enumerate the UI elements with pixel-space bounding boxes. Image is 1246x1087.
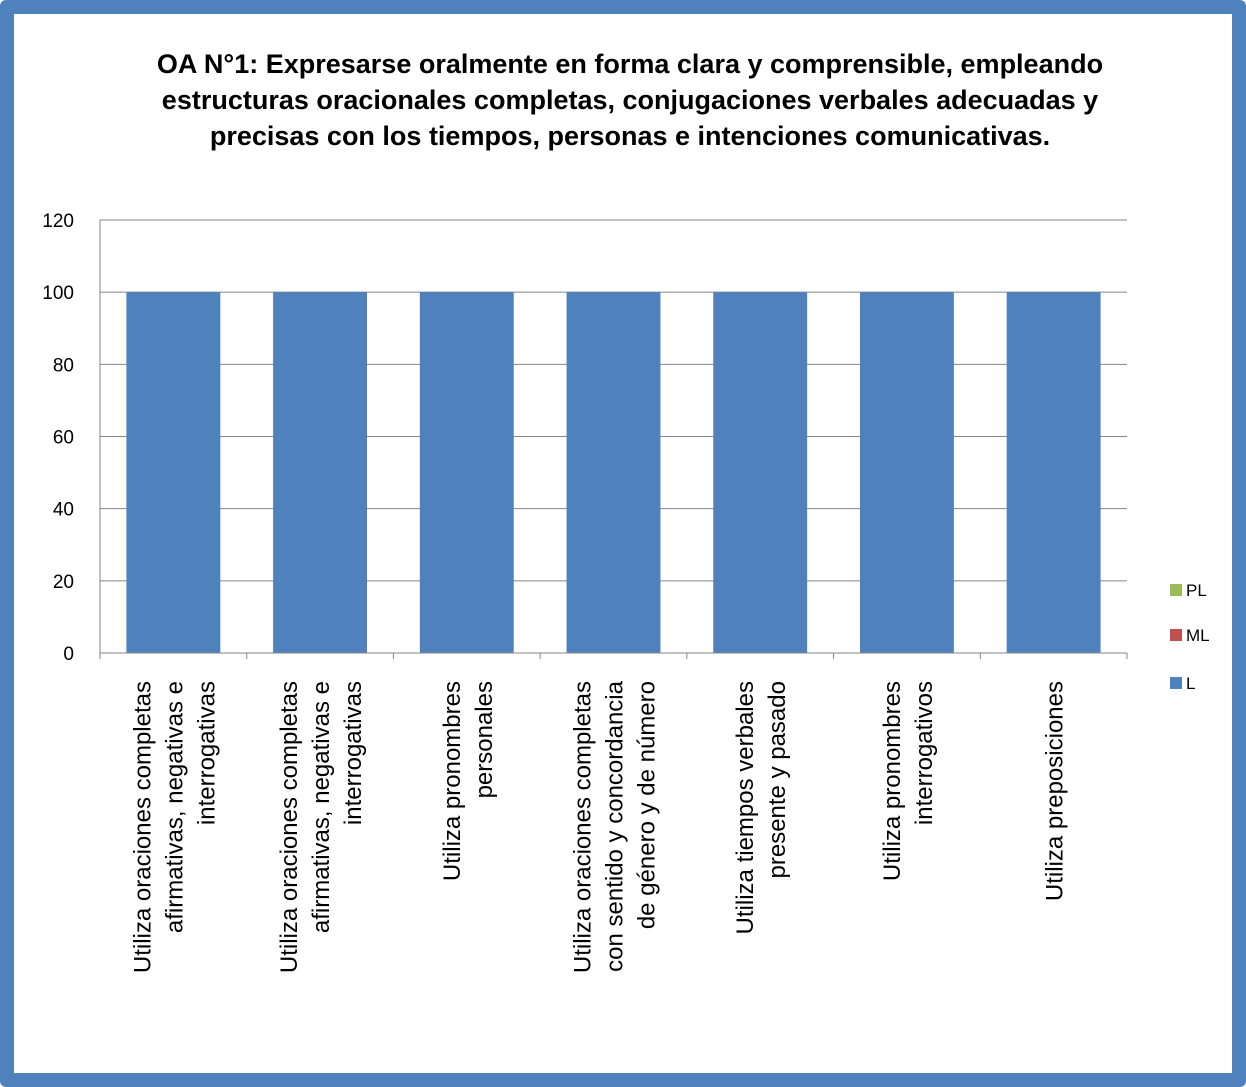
bar-L [566, 292, 661, 653]
legend-label-ML: ML [1186, 626, 1210, 645]
bar-L [419, 292, 514, 653]
bar-L [126, 292, 221, 653]
category-label: interrogativas [193, 681, 220, 825]
legend-swatch-L [1170, 677, 1182, 689]
category-label: Utiliza oraciones completas [570, 681, 597, 973]
category-label: personales [471, 681, 498, 798]
category-label: Utiliza oraciones completas [276, 681, 303, 973]
category-label: Utiliza pronombres [879, 681, 906, 881]
category-label: afirmativas, negativas e [161, 681, 188, 933]
y-tick-label: 40 [53, 500, 74, 521]
y-tick-label: 0 [63, 644, 74, 665]
category-label: Utiliza pronombres [439, 681, 466, 881]
y-tick-label: 60 [53, 428, 74, 449]
bar-L [713, 292, 808, 653]
category-label: Utiliza oraciones completas [129, 681, 156, 973]
bar-L [273, 292, 368, 653]
y-tick-label: 100 [42, 283, 74, 304]
legend-swatch-ML [1170, 629, 1182, 641]
category-label: presente y pasado [764, 681, 791, 878]
category-label: Utiliza preposiciones [1042, 681, 1069, 901]
y-tick-label: 20 [53, 572, 74, 593]
legend-label-PL: PL [1186, 581, 1207, 600]
axes: 0 20 40 60 80 100 120 [42, 211, 1128, 665]
category-label: Utiliza tiempos verbales [732, 681, 759, 934]
legend-label-L: L [1186, 674, 1195, 693]
category-label: interrogativas [340, 681, 367, 825]
y-tick-label: 120 [42, 211, 74, 232]
legend: PL ML L [1170, 581, 1210, 693]
category-label: con sentido y concordancia [602, 680, 629, 972]
bars [126, 292, 1101, 653]
chart-title: OA N°1: Expresarse oralmente en forma cl… [156, 49, 1104, 151]
legend-swatch-PL [1170, 584, 1182, 596]
category-labels: Utiliza oraciones completas afirmativas, … [129, 680, 1068, 973]
y-tick-label: 80 [53, 355, 74, 376]
bar-L [1006, 292, 1101, 653]
bar-L [859, 292, 954, 653]
category-label: interrogativos [911, 681, 938, 825]
category-label: de género y de número [634, 681, 661, 929]
category-label: afirmativas, negativas e [308, 681, 335, 933]
